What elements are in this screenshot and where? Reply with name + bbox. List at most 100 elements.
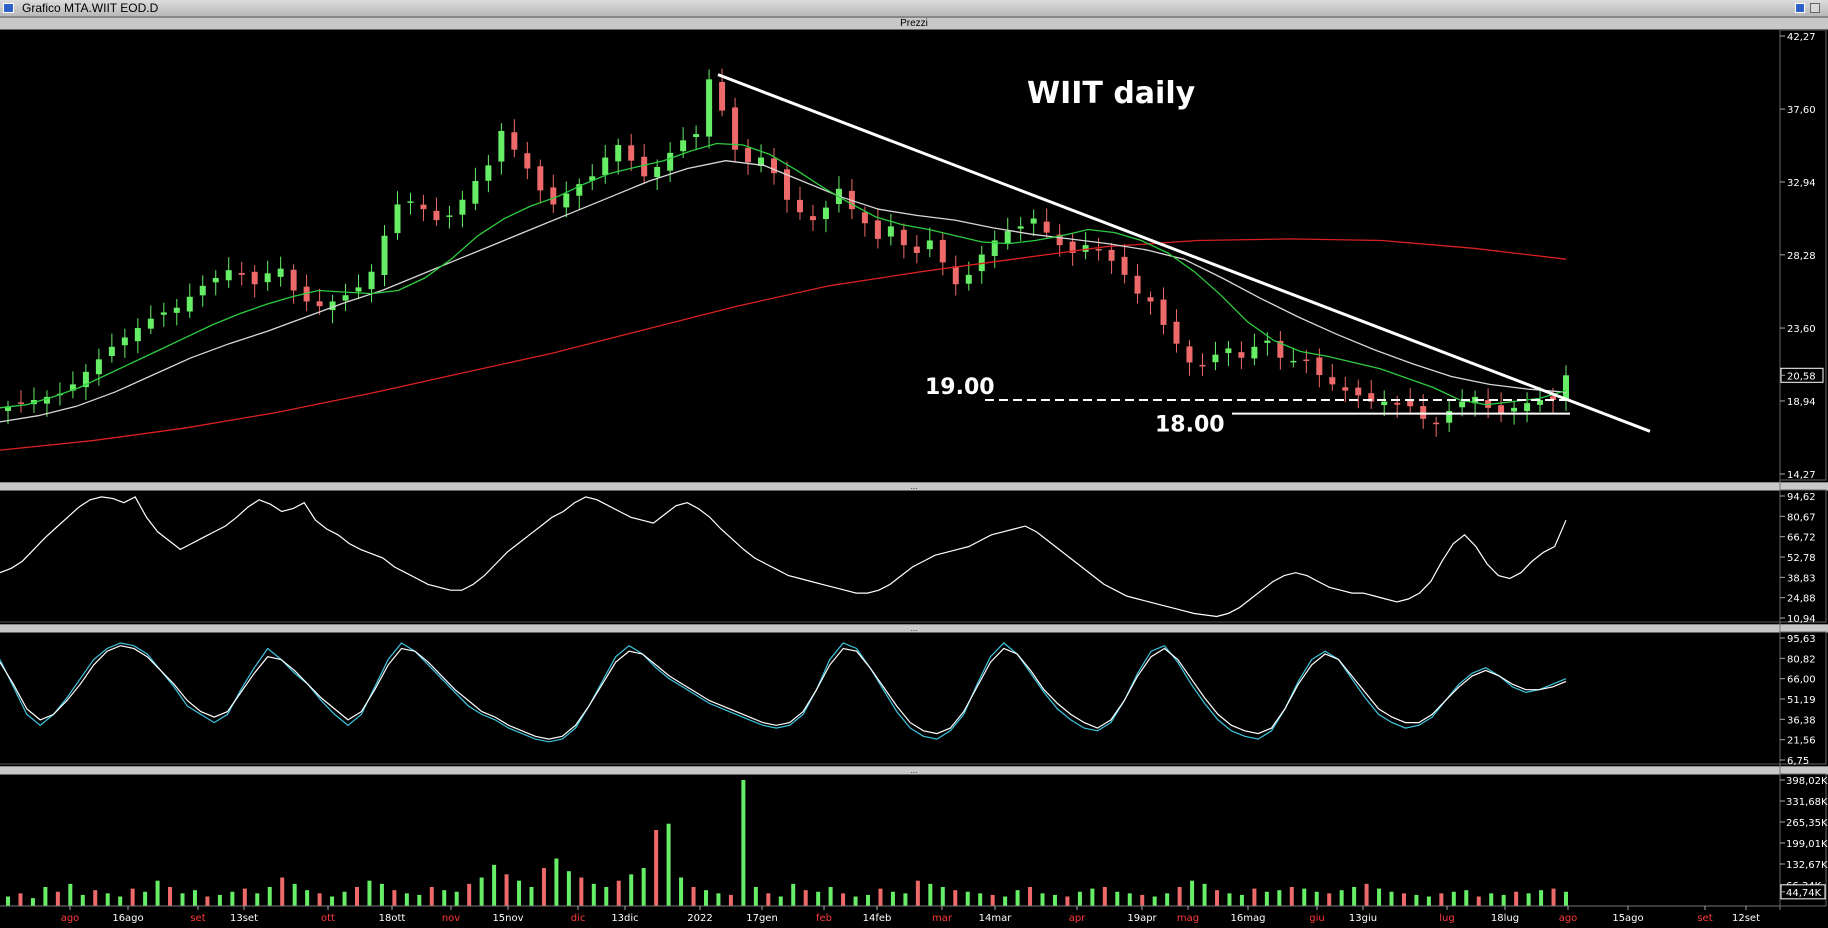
candle-body [69, 384, 76, 391]
window-titlebar[interactable]: Grafico MTA.WIIT EOD.D [0, 0, 1828, 17]
candle-body [134, 328, 141, 342]
volume-tick-label: 44,74K [1786, 888, 1822, 899]
candle-body [433, 210, 440, 221]
price-tick-label: 42,27 [1787, 32, 1816, 43]
price-pane-header[interactable]: Prezzi [0, 17, 1828, 30]
pane-tick-label: 94,62 [1787, 492, 1816, 503]
candle-body [1251, 346, 1258, 359]
volume-bar [1015, 890, 1020, 906]
candle-body [550, 187, 557, 205]
volume-bar [454, 891, 459, 906]
pane-tick-label: 51,19 [1787, 695, 1816, 706]
candle-body [861, 212, 868, 224]
candle-body [1238, 352, 1245, 358]
volume-tick-label: 132,67K [1786, 860, 1828, 871]
date-tick-label: ott [321, 913, 335, 924]
candle-body [1277, 340, 1284, 358]
volume-bar [654, 830, 659, 906]
volume-bar [1476, 896, 1481, 906]
candle-body [394, 204, 401, 234]
volume-bar [6, 896, 10, 906]
candle-body [82, 371, 89, 388]
candle-body [1563, 375, 1569, 400]
date-tick-label: mag [1177, 913, 1199, 924]
price-tick-label: 20,58 [1787, 371, 1816, 382]
candle-body [615, 145, 622, 162]
date-tick-label: 18lug [1491, 913, 1519, 924]
volume-bar [1551, 888, 1556, 906]
candle-body [784, 169, 790, 200]
volume-bar [517, 880, 522, 906]
candle-body [1082, 245, 1089, 252]
volume-bar [1227, 893, 1232, 906]
volume-bar [1052, 894, 1057, 906]
candle-body [186, 296, 193, 312]
volume-bar [1102, 887, 1107, 906]
volume-bar [43, 887, 48, 906]
volume-bar [55, 891, 60, 906]
date-tick-label: 19apr [1127, 913, 1157, 924]
volume-bar [68, 883, 73, 906]
candle-body [874, 220, 881, 239]
stochastic-pane-grip: ... [910, 624, 918, 633]
volume-bar [417, 894, 422, 906]
volume-bar [1127, 893, 1132, 906]
volume-bar [990, 894, 995, 906]
oscillator-pane-header[interactable]: ... [0, 482, 1828, 491]
candle-body [1225, 348, 1232, 354]
candle-body [822, 207, 829, 220]
volume-bar [953, 890, 958, 906]
candle-body [147, 318, 154, 329]
pane-tick-label: 66,72 [1787, 533, 1816, 544]
volume-bar [828, 887, 833, 906]
candle-body [965, 274, 972, 284]
volume-bar [217, 894, 222, 906]
volume-bar [230, 891, 235, 906]
volume-bar [1252, 888, 1257, 906]
candle-body [1056, 234, 1063, 246]
candle-body [199, 285, 206, 296]
date-tick-label: mar [932, 913, 953, 924]
volume-bar [629, 874, 634, 906]
candle-body [264, 273, 271, 283]
volume-bar [1401, 893, 1406, 906]
date-tick-label: 13set [230, 913, 258, 924]
candle-body [173, 307, 180, 313]
volume-bar [1501, 894, 1506, 906]
stochastic-pane-header[interactable]: ... [0, 624, 1828, 633]
pane-tick-label: 10,94 [1787, 614, 1816, 625]
volume-bar [878, 888, 883, 906]
volume-bar [1215, 890, 1220, 906]
volume-bar [242, 888, 247, 906]
volume-bar [479, 877, 484, 906]
price-tick-label: 18,94 [1787, 397, 1816, 408]
date-tick-label: set [1697, 913, 1712, 924]
volume-bar [1426, 896, 1431, 906]
window-title: Grafico MTA.WIIT EOD.D [22, 1, 159, 15]
oscillator-pane: 94,62 80,67 66,72 52,78 38,83 24,88 10,94 [0, 489, 1827, 625]
price-pane-label: Prezzi [900, 18, 928, 29]
volume-bar [1364, 883, 1369, 906]
volume-bar [93, 890, 98, 906]
volume-bar [1302, 888, 1307, 906]
volume-bar [267, 887, 272, 906]
candle-body [459, 199, 466, 215]
candle-body [926, 240, 933, 250]
volume-bar [30, 898, 35, 906]
volume-pane-header[interactable]: ... [0, 766, 1828, 775]
candle-body [498, 130, 505, 162]
pane-tick-label: 66,00 [1787, 675, 1816, 686]
pane-tick-label: 36,38 [1787, 715, 1816, 726]
candle-body [576, 184, 583, 196]
chart-annotation-title: WIIT daily [1027, 76, 1196, 111]
close-icon[interactable] [1810, 3, 1820, 13]
candle-body [1186, 346, 1193, 363]
candle-body [1303, 359, 1310, 362]
volume-bar [753, 887, 758, 906]
minimize-icon[interactable] [1795, 3, 1805, 13]
date-tick-label: 16mag [1231, 913, 1266, 924]
candle-body [342, 295, 349, 301]
candle-body [1160, 299, 1167, 325]
candle-body [160, 312, 167, 315]
